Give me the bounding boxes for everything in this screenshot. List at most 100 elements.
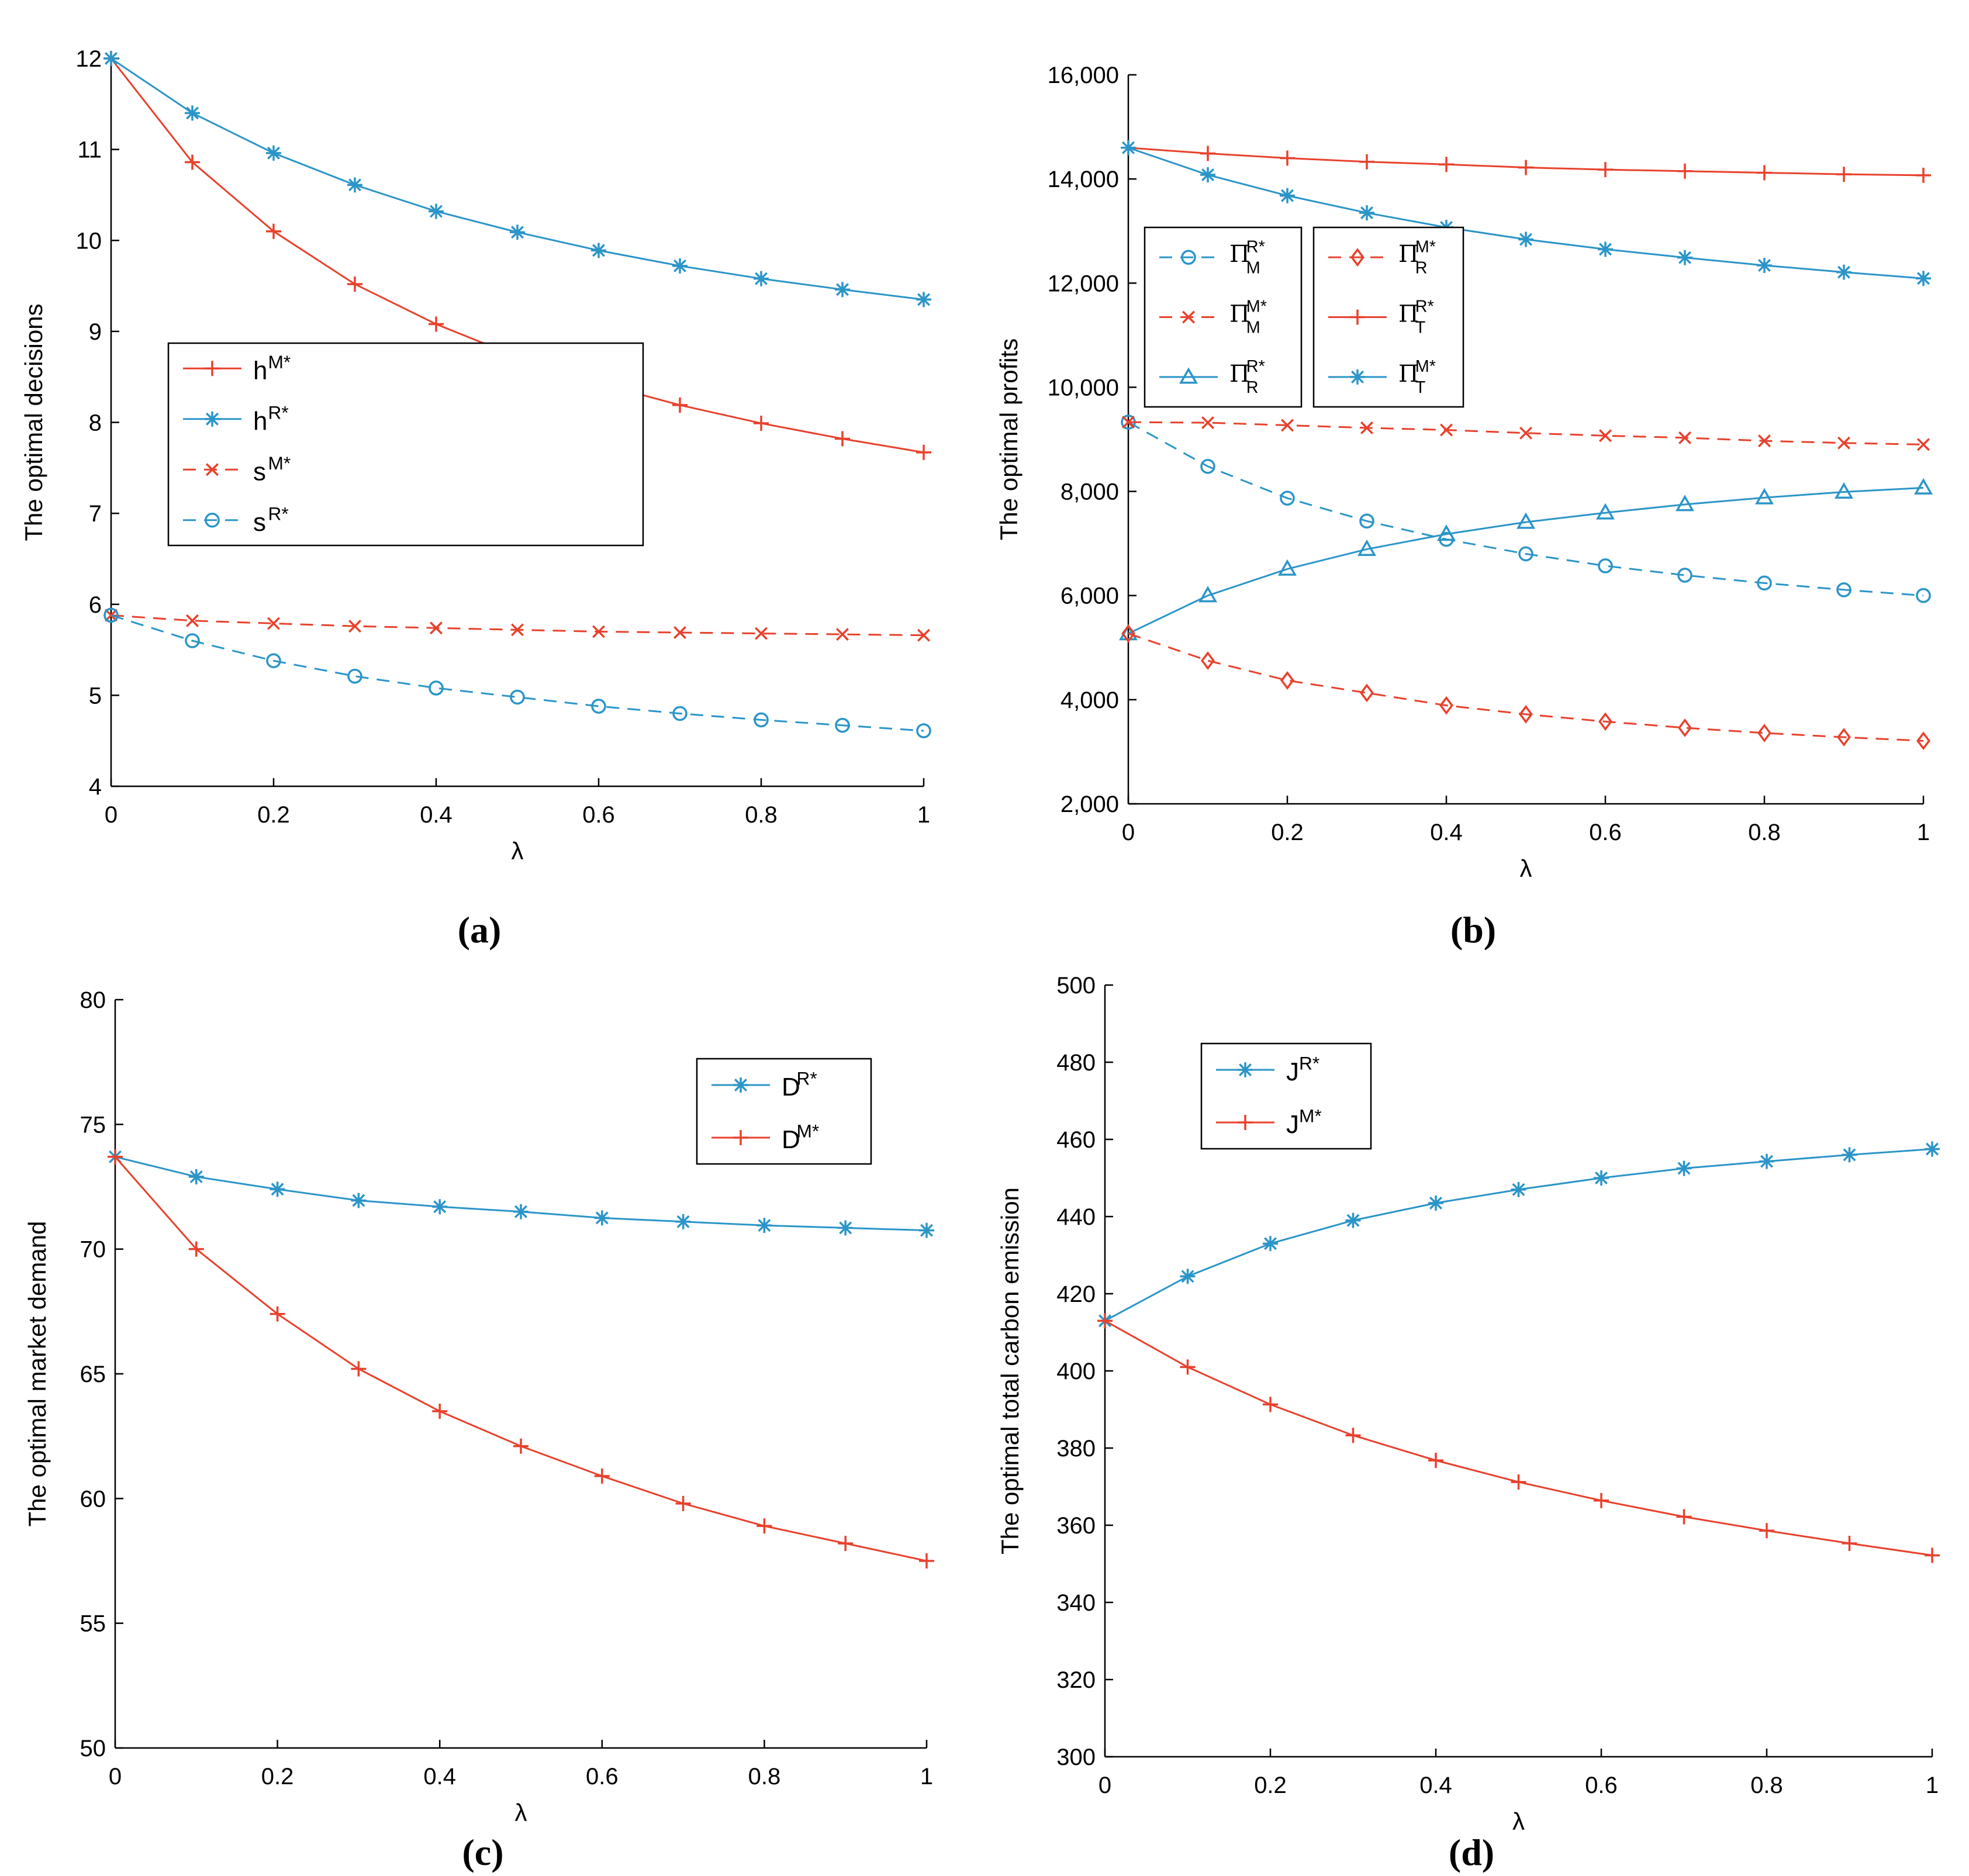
legend-label: ΠR* R xyxy=(1229,357,1265,397)
data-point-marker xyxy=(188,1241,204,1257)
y-tick-label: 400 xyxy=(1056,1359,1096,1384)
y-tick-label: 2,000 xyxy=(1061,792,1119,817)
data-point-marker xyxy=(351,1361,367,1377)
data-point-marker xyxy=(1359,205,1374,221)
data-point-marker xyxy=(1201,651,1215,670)
data-point-marker xyxy=(1436,524,1456,541)
y-axis-label: The optimal decisions xyxy=(20,303,47,541)
data-point-marker xyxy=(430,621,443,635)
legend-marker xyxy=(205,361,220,376)
data-point-marker xyxy=(672,258,688,274)
y-tick-label: 50 xyxy=(80,1736,106,1761)
y-tick-label: 440 xyxy=(1056,1204,1096,1230)
data-point-marker xyxy=(1757,575,1772,591)
legend-marker xyxy=(733,1077,748,1093)
x-axis-label: λ xyxy=(512,837,524,865)
x-tick-label: 0.8 xyxy=(1748,820,1781,845)
y-tick-label: 480 xyxy=(1056,1050,1096,1076)
legend-label: ΠM* T xyxy=(1398,357,1436,397)
x-tick-label: 0.6 xyxy=(1589,820,1622,845)
x-tick-label: 0.6 xyxy=(582,802,615,828)
x-tick-label: 0.6 xyxy=(586,1764,619,1789)
legend-label: ΠR* M xyxy=(1229,237,1265,277)
data-point-marker xyxy=(1198,586,1218,603)
data-point-marker xyxy=(1280,150,1295,166)
legend-marker xyxy=(205,411,220,427)
data-point-marker xyxy=(1598,712,1612,731)
y-axis-label: The optimal profits xyxy=(995,338,1023,540)
data-point-marker xyxy=(1757,723,1771,742)
y-tick-label: 14,000 xyxy=(1048,167,1119,192)
data-point-marker xyxy=(347,177,362,193)
legend-label: ΠM* R xyxy=(1398,237,1436,277)
data-point-marker xyxy=(1201,416,1214,429)
data-point-marker xyxy=(916,723,931,738)
data-point-marker xyxy=(1518,232,1533,247)
data-point-marker xyxy=(1439,696,1453,715)
data-point-marker xyxy=(675,1495,691,1511)
x-axis-label: λ xyxy=(1520,855,1532,882)
legend-label: DM* xyxy=(782,1121,819,1154)
data-point-marker xyxy=(1754,488,1774,505)
data-point-marker xyxy=(1519,704,1533,724)
data-point-marker xyxy=(1598,162,1613,178)
series-line-0 xyxy=(115,1156,927,1232)
data-point-marker xyxy=(919,1553,934,1568)
data-point-marker xyxy=(1439,157,1454,172)
data-point-marker xyxy=(432,1199,448,1215)
y-tick-label: 65 xyxy=(80,1362,106,1387)
data-point-marker xyxy=(1678,718,1692,737)
data-point-marker xyxy=(594,1468,610,1484)
panel-c: 0 0.2 0.4 0.6 0.8 1 50 55 60 65 70 75 80 λ The optimal… xyxy=(23,987,934,1873)
x-tick-label: 0.2 xyxy=(261,1764,294,1789)
data-point-marker xyxy=(1836,167,1851,182)
data-point-marker xyxy=(347,276,362,292)
data-point-marker xyxy=(432,1404,448,1419)
x-tick-label: 0.4 xyxy=(1419,1773,1452,1798)
legend-marker xyxy=(1238,1062,1253,1077)
y-tick-label: 340 xyxy=(1056,1590,1096,1616)
data-point-marker xyxy=(347,668,362,684)
data-point-marker xyxy=(916,292,931,308)
data-point-marker xyxy=(103,51,119,66)
data-point-marker xyxy=(429,316,444,332)
data-point-marker xyxy=(1357,539,1377,556)
x-tick-label: 0.8 xyxy=(1750,1773,1783,1798)
data-point-marker xyxy=(429,680,444,696)
x-tick-label: 0.2 xyxy=(1271,820,1304,845)
legend-marker xyxy=(1181,250,1196,265)
series-line-3 xyxy=(1128,633,1924,742)
legend-marker xyxy=(1182,310,1195,324)
data-point-marker xyxy=(103,607,119,623)
data-point-marker xyxy=(188,1169,204,1184)
data-point-marker xyxy=(1200,459,1215,474)
data-point-marker xyxy=(838,1536,854,1552)
x-tick-label: 1 xyxy=(920,1764,933,1789)
legend-label: ΠM* M xyxy=(1229,298,1267,337)
data-point-marker xyxy=(1360,421,1373,434)
data-point-marker xyxy=(1122,416,1135,429)
data-point-marker xyxy=(1360,683,1374,703)
data-point-marker xyxy=(1121,624,1135,643)
x-tick-label: 1 xyxy=(1917,820,1930,845)
data-point-marker xyxy=(266,653,281,669)
data-point-marker xyxy=(1511,1181,1526,1197)
legend-label: s R* xyxy=(253,503,289,536)
data-point-marker xyxy=(1277,559,1297,576)
data-point-marker xyxy=(267,617,280,630)
data-point-marker xyxy=(917,628,930,642)
series-line-1 xyxy=(1104,1319,1933,1556)
y-tick-label: 460 xyxy=(1056,1127,1096,1153)
data-point-marker xyxy=(1280,188,1295,203)
y-tick-label: 9 xyxy=(89,319,102,345)
data-point-marker xyxy=(108,1149,123,1165)
data-point-marker xyxy=(672,706,688,721)
data-point-marker xyxy=(754,416,769,431)
data-point-marker xyxy=(1759,1523,1774,1539)
data-point-marker xyxy=(429,203,444,219)
series-line-3 xyxy=(110,614,924,732)
x-tick-label: 0 xyxy=(1122,820,1135,845)
legend-label: JM* xyxy=(1286,1105,1322,1139)
y-tick-label: 10,000 xyxy=(1048,375,1119,400)
legend-marker xyxy=(733,1130,748,1145)
